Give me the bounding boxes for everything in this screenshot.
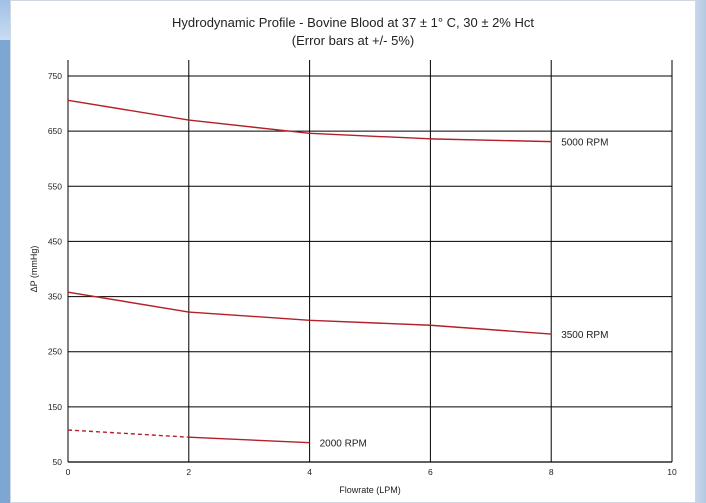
y-tick-label: 650 (48, 126, 62, 136)
chart-card (10, 0, 696, 503)
y-tick-label: 450 (48, 236, 62, 246)
series-segment (188, 119, 310, 135)
x-tick-label: 6 (428, 467, 433, 477)
series-3500-rpm (67, 291, 552, 335)
x-tick-label: 2 (186, 467, 191, 477)
y-tick-label: 50 (53, 457, 63, 467)
chart-title: Hydrodynamic Profile - Bovine Blood at 3… (172, 15, 534, 30)
series-5000-rpm (67, 99, 552, 143)
series-segment (67, 429, 189, 438)
y-tick-label: 350 (48, 292, 62, 302)
chart-title-block: Hydrodynamic Profile - Bovine Blood at 3… (0, 14, 706, 50)
series-segment (67, 99, 189, 121)
x-axis-label: Flowrate (LPM) (339, 485, 401, 495)
series-segment (430, 324, 552, 335)
series-label: 5000 RPM (561, 138, 608, 149)
series-segment (430, 138, 552, 143)
series-segment (309, 132, 431, 140)
series-segment (309, 319, 431, 326)
series-2000-rpm (67, 429, 310, 444)
x-tick-label: 4 (307, 467, 312, 477)
y-tick-label: 750 (48, 71, 62, 81)
series-label: 2000 RPM (320, 439, 367, 450)
x-tick-label: 8 (549, 467, 554, 477)
grid-lines (67, 60, 673, 463)
x-tick-label: 10 (667, 467, 677, 477)
y-axis-label: ΔP (mmHg) (29, 246, 39, 293)
series-segment (188, 311, 310, 321)
x-tick-label: 0 (66, 467, 71, 477)
series-label: 3500 RPM (561, 330, 608, 341)
chart-labels: 50 150 250 350 450 550 650 750 0 2 4 6 8 10 Flowrate (… (29, 71, 677, 495)
y-tick-label: 250 (48, 347, 62, 357)
series-lines (67, 99, 552, 444)
y-tick-label: 150 (48, 402, 62, 412)
series-segment (67, 291, 189, 313)
series-segment (188, 436, 310, 444)
chart-subtitle: (Error bars at +/- 5%) (291, 33, 415, 48)
y-tick-label: 550 (48, 181, 62, 191)
